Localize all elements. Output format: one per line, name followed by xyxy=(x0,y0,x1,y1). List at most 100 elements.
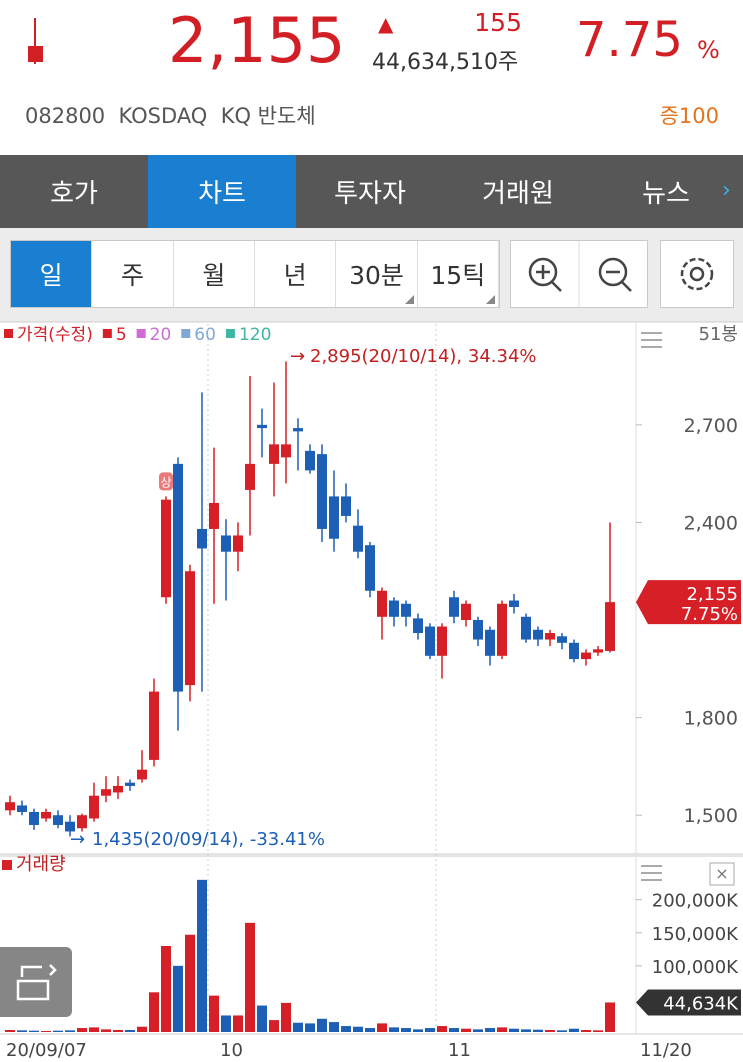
rotate-icon xyxy=(16,964,57,1001)
y-tick-label: 1,500 xyxy=(684,805,738,827)
tab[interactable]: 투자자 xyxy=(334,179,406,209)
legend-swatch xyxy=(136,329,146,338)
close-icon: × xyxy=(715,864,728,883)
candle-body xyxy=(65,821,75,832)
volume-bar xyxy=(413,1029,423,1032)
candle-body xyxy=(581,652,591,660)
candle-body xyxy=(353,525,363,552)
volume-bar xyxy=(521,1029,531,1032)
candle-body xyxy=(5,802,15,811)
legend-swatch xyxy=(102,329,112,338)
price: 2,155 xyxy=(168,4,346,77)
tab-more[interactable]: › xyxy=(722,178,731,203)
code: 082800 xyxy=(25,104,106,128)
period-button[interactable]: 주 xyxy=(92,241,174,307)
candle-body xyxy=(521,616,531,640)
volume-bar xyxy=(317,1018,327,1032)
volume-bar xyxy=(485,1028,495,1032)
legend-swatch xyxy=(4,329,13,338)
period-count: 51봉 xyxy=(699,324,738,345)
candle-body xyxy=(461,603,471,621)
period-button[interactable]: 년 xyxy=(255,241,337,307)
candle-body xyxy=(29,811,39,825)
price-tag-rate: 7.75% xyxy=(681,604,738,625)
tab-bar: 호가 차트 투자자 거래원 뉴스 xyxy=(0,155,743,228)
price-tag-price: 2,155 xyxy=(686,584,738,605)
candle-body xyxy=(437,626,447,656)
zoom-icons xyxy=(528,241,632,307)
gear-icon xyxy=(680,257,714,291)
limit-badge-bg xyxy=(159,472,173,491)
volume-bar xyxy=(233,1015,243,1032)
period-button[interactable]: 일 xyxy=(11,241,93,307)
change: 155 xyxy=(474,8,522,37)
volume-bar xyxy=(401,1028,411,1032)
limit-badge: 상 xyxy=(160,475,171,489)
stock-info: 082800 KOSDAQ KQ 반도체 xyxy=(25,100,316,130)
candle-body xyxy=(17,805,27,812)
y-tick-label: 150,000K xyxy=(652,924,739,945)
volume-bar xyxy=(509,1028,519,1032)
legend-swatch xyxy=(2,860,12,870)
volume-bar xyxy=(605,1002,615,1032)
tab[interactable]: 호가 xyxy=(50,179,98,209)
volume-bar xyxy=(569,1028,579,1032)
settings-button[interactable] xyxy=(660,240,734,308)
candle-body xyxy=(137,769,147,780)
x-tick-label: 11 xyxy=(448,1040,471,1061)
candle-body xyxy=(533,629,543,640)
volume-bar xyxy=(533,1029,543,1032)
candle-body xyxy=(197,528,207,549)
volume-bar xyxy=(221,1015,231,1032)
zoom-group xyxy=(510,240,648,308)
volume-tag: 44,634K xyxy=(663,993,739,1014)
y-tick-label: 100,000K xyxy=(652,957,739,978)
volume-bar xyxy=(389,1027,399,1032)
menu-icon xyxy=(641,865,662,881)
legend-swatch xyxy=(225,329,235,338)
candle-body xyxy=(101,789,111,796)
candle-body xyxy=(161,499,171,598)
candle-body xyxy=(41,811,51,819)
period-button[interactable]: 30분 xyxy=(336,241,418,307)
volume-bar xyxy=(197,879,207,1032)
tab[interactable]: 차트 xyxy=(148,155,296,228)
volume-bar xyxy=(293,1022,303,1032)
candle-body xyxy=(89,795,99,819)
high-annotation: 2,895(20/10/14), 34.34% xyxy=(310,346,537,367)
close-button[interactable] xyxy=(709,862,735,886)
rotate-button[interactable] xyxy=(0,947,72,1017)
volume-bar xyxy=(449,1028,459,1032)
volume-tag-bg xyxy=(636,989,741,1016)
candle-body xyxy=(401,603,411,617)
legend-label: 가격(수정) xyxy=(17,325,93,345)
volume-bar xyxy=(161,946,171,1032)
volume-bar xyxy=(425,1028,435,1032)
volume-bar xyxy=(89,1027,99,1032)
candle-body xyxy=(209,502,219,529)
volume-bar xyxy=(353,1026,363,1032)
candle-body xyxy=(557,636,567,643)
volume-bar xyxy=(149,992,159,1032)
volume-title: 거래량 xyxy=(16,854,66,875)
price-tag-bg xyxy=(636,580,741,625)
volume-bar xyxy=(557,1030,567,1032)
tab[interactable]: 뉴스 xyxy=(642,179,690,209)
period-group: 일 주 월 년 30분 15틱 xyxy=(10,240,500,308)
tab[interactable]: 거래원 xyxy=(482,179,554,209)
period-button[interactable]: 월 xyxy=(174,241,255,307)
period-button[interactable]: 15틱 xyxy=(418,241,499,307)
volume-bar xyxy=(305,1023,315,1032)
candle-body xyxy=(293,428,303,432)
volume-bar xyxy=(437,1026,447,1032)
volume-bar xyxy=(185,934,195,1032)
volume: 44,634,510주 xyxy=(372,50,519,75)
candle-body xyxy=(233,535,243,552)
volume-bar xyxy=(269,1020,279,1032)
candle-body xyxy=(113,785,123,793)
x-tick-label: 20/09/07 xyxy=(6,1040,87,1061)
candle-body xyxy=(413,618,423,634)
volume-bar xyxy=(281,1002,291,1032)
market: KOSDAQ xyxy=(118,104,208,128)
